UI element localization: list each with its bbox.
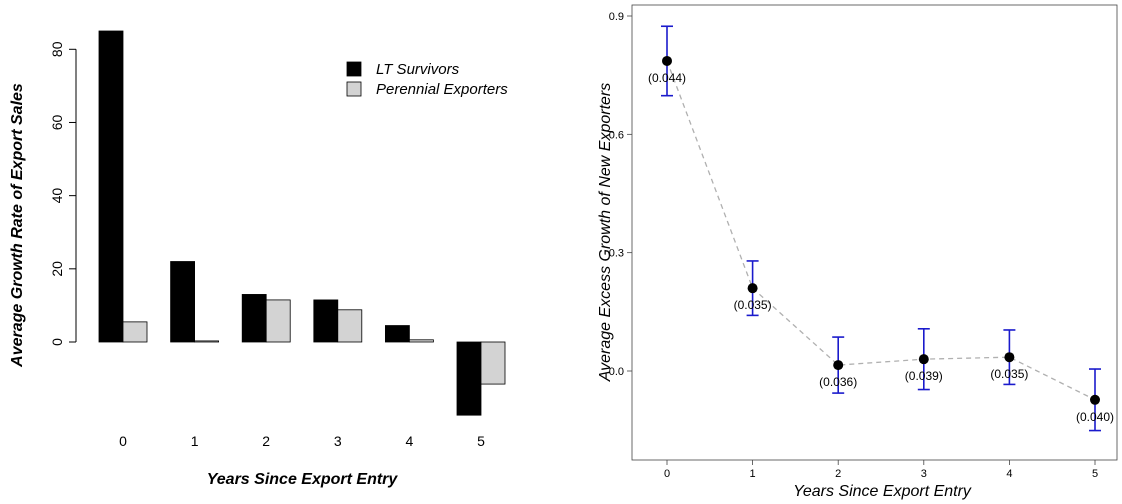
right-error-bars [661, 25, 1101, 432]
left-y-tick-label: 0 [49, 338, 65, 346]
left-bar-lt-survivors [384, 325, 410, 343]
bar-chart-growth-rate: 0 20 40 60 80 0 1 2 3 4 5 LT Survivors Perennial E… [9, 30, 508, 488]
point-label: (0.035) [990, 367, 1028, 381]
left-y-tick-label: 60 [49, 114, 65, 130]
point-label: (0.039) [905, 369, 943, 383]
legend-label: Perennial Exporters [376, 81, 508, 98]
left-bar-lt-survivors [98, 30, 124, 343]
left-y-tick-label: 40 [49, 188, 65, 204]
left-bar-lt-survivors [313, 299, 339, 343]
left-x-tick-label: 2 [262, 433, 270, 449]
data-point [747, 283, 758, 294]
right-x-tick-label: 3 [921, 468, 927, 480]
legend-swatch [346, 81, 362, 97]
scatter-chart-excess-growth: 0.0 0.3 0.6 0.9 0 1 2 3 4 5 (0.044) (0.035) (0.036… [597, 4, 1118, 500]
data-point [1004, 352, 1015, 363]
right-dashed-line [666, 60, 1096, 401]
point-label: (0.040) [1076, 410, 1114, 424]
left-y-tick-label: 20 [49, 261, 65, 277]
left-bar-lt-survivors [170, 261, 196, 343]
left-bars [98, 30, 506, 416]
left-bar-perennial-exporters [194, 340, 220, 343]
data-point [918, 354, 929, 365]
left-bar-lt-survivors [456, 341, 482, 416]
right-x-axis-title: Years Since Export Entry [793, 483, 972, 500]
left-bar-perennial-exporters [265, 299, 291, 343]
right-x-axis: 0 1 2 3 4 5 [664, 460, 1098, 480]
right-x-tick-label: 0 [664, 468, 670, 480]
right-y-tick-label: 0.3 [609, 248, 624, 260]
legend-swatch [346, 61, 362, 77]
left-x-axis-title: Years Since Export Entry [207, 471, 399, 488]
right-point-labels: (0.044) (0.035) (0.036) (0.039) (0.035) (0.04… [648, 71, 1114, 424]
right-plot-frame [631, 4, 1118, 461]
left-x-tick-labels: 0 1 2 3 4 5 [119, 433, 485, 449]
right-x-tick-label: 5 [1092, 468, 1098, 480]
left-x-tick-label: 1 [191, 433, 199, 449]
point-label: (0.036) [819, 375, 857, 389]
right-y-axis-title: Average Excess Growth of New Exporters [597, 83, 614, 383]
left-bar-perennial-exporters [122, 321, 148, 343]
right-y-tick-label: 0.9 [609, 11, 624, 23]
right-x-tick-label: 1 [750, 468, 756, 480]
left-bar-lt-survivors [241, 294, 267, 343]
left-bar-perennial-exporters [337, 309, 363, 343]
data-point [662, 55, 672, 66]
left-bar-perennial-exporters [408, 339, 434, 343]
point-label: (0.044) [648, 71, 686, 85]
right-connecting-line [666, 60, 1096, 401]
left-y-axis: 0 20 40 60 80 [49, 41, 77, 346]
data-point [833, 360, 844, 371]
right-y-tick-label: 0.6 [609, 129, 624, 141]
right-y-tick-label: 0.0 [609, 366, 624, 378]
left-bar-perennial-exporters [480, 341, 506, 385]
right-x-tick-label: 4 [1006, 468, 1012, 480]
left-legend: LT Survivors Perennial Exporters [346, 61, 508, 98]
left-x-tick-label: 5 [477, 433, 485, 449]
right-y-axis: 0.0 0.3 0.6 0.9 [609, 11, 632, 378]
left-y-axis-title: Average Growth Rate of Export Sales [9, 83, 26, 368]
data-point [1090, 394, 1100, 405]
left-x-tick-label: 4 [406, 433, 414, 449]
right-points [662, 55, 1100, 405]
left-y-tick-label: 80 [49, 41, 65, 57]
right-x-tick-label: 2 [835, 468, 841, 480]
left-x-tick-label: 0 [119, 433, 127, 449]
left-x-tick-label: 3 [334, 433, 342, 449]
point-label: (0.035) [734, 298, 772, 312]
legend-label: LT Survivors [376, 61, 460, 78]
